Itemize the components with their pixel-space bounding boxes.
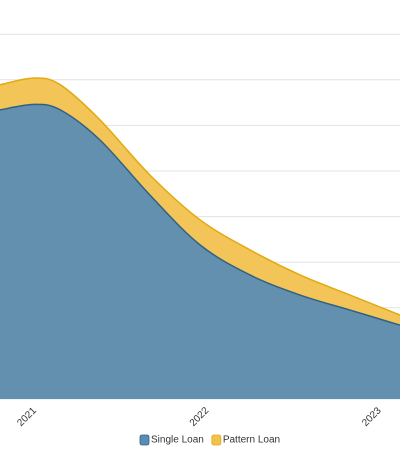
legend-swatch [139,434,150,446]
legend-swatch [211,434,222,446]
area [0,104,400,399]
area-edge [0,103,400,326]
x-tick-label: 2022 [188,405,212,429]
x-tick-label: 2021 [15,405,39,429]
area-edge [0,77,400,316]
x-tick-label: 2023 [360,405,384,429]
legend-label: Pattern Loan [223,435,280,446]
legend-label: Single Loan [151,435,204,446]
